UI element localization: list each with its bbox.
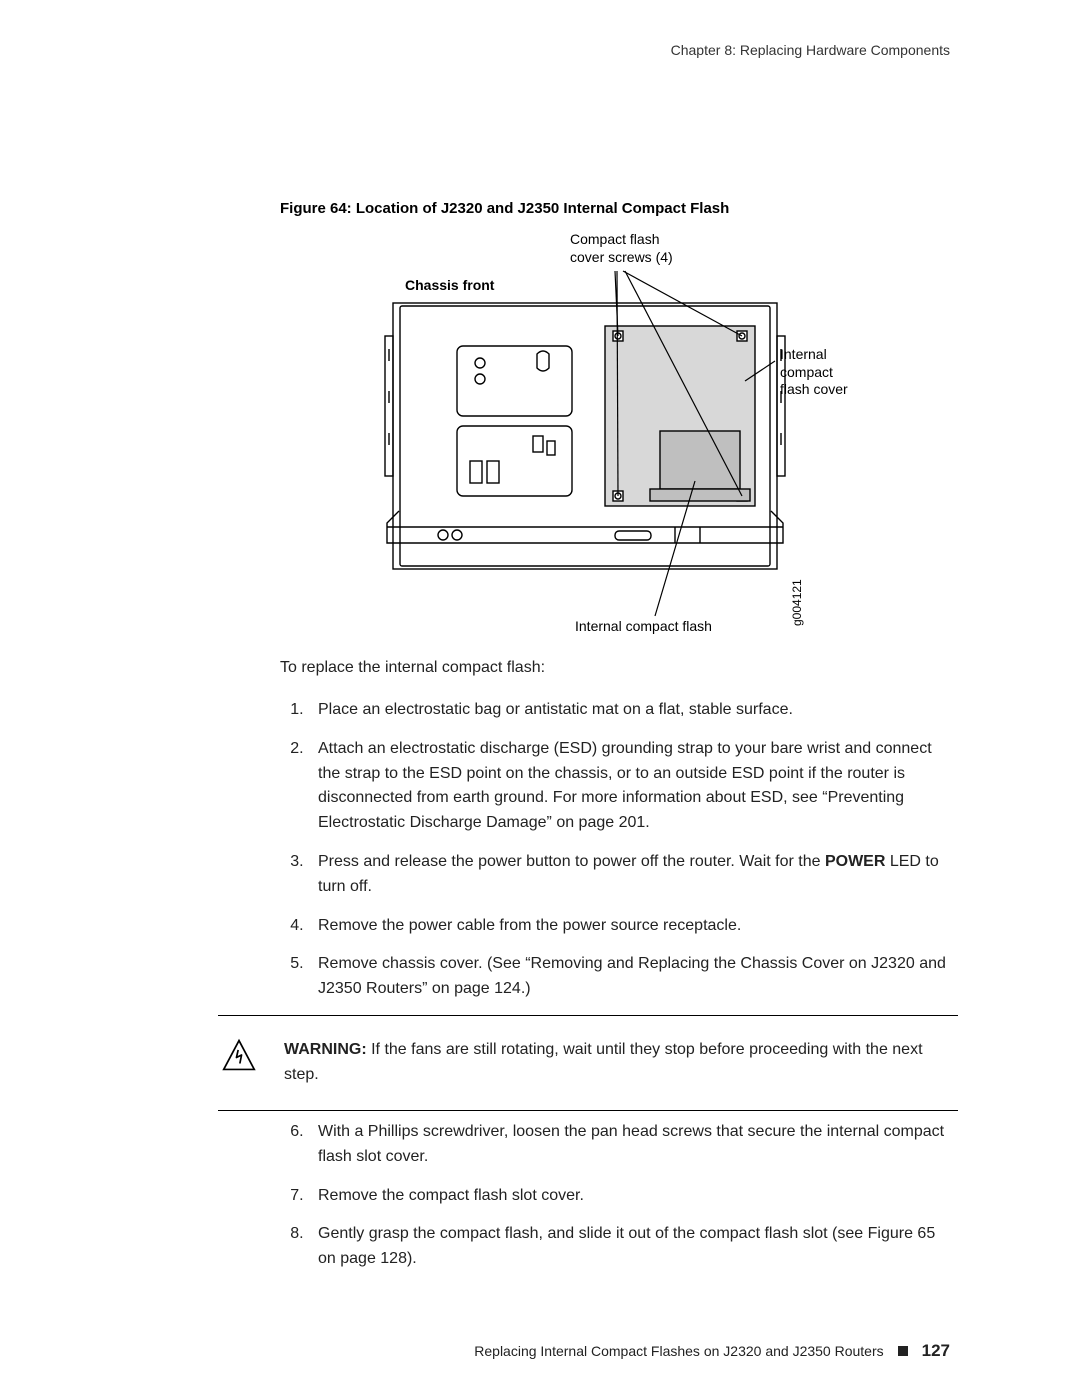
content-lower: With a Phillips screwdriver, loosen the … [280,1120,950,1286]
step-3-pre: Press and release the power button to po… [318,853,825,870]
figure-label-chassis-front: Chassis front [405,277,494,295]
main-content: Figure 64: Location of J2320 and J2350 I… [280,200,950,1016]
step-4: Remove the power cable from the power so… [308,914,950,939]
page-footer: Replacing Internal Compact Flashes on J2… [474,1341,950,1361]
figure-label-flash-cover-line2: compact [780,364,833,380]
figure-code: g004121 [790,579,805,626]
figure-label-cover-screws-line2: cover screws (4) [570,249,673,265]
figure-label-flash-cover-line1: Internal [780,346,827,362]
procedure-list-b: With a Phillips screwdriver, loosen the … [280,1120,950,1272]
footer-section: Replacing Internal Compact Flashes on J2… [474,1343,883,1359]
procedure-list-a: Place an electrostatic bag or antistatic… [280,698,950,1002]
step-1: Place an electrostatic bag or antistatic… [308,698,950,723]
chapter-header: Chapter 8: Replacing Hardware Components [671,42,950,58]
page-root: Chapter 8: Replacing Hardware Components… [0,0,1080,1397]
figure-caption: Figure 64: Location of J2320 and J2350 I… [280,200,950,217]
warning-label: WARNING: [284,1041,367,1058]
step-3-bold: POWER [825,853,885,870]
step-7: Remove the compact flash slot cover. [308,1184,950,1209]
footer-page-number: 127 [922,1341,950,1361]
figure-64: Chassis front Compact flash cover screws… [365,231,865,636]
step-5: Remove chassis cover. (See “Removing and… [308,952,950,1002]
step-6: With a Phillips screwdriver, loosen the … [308,1120,950,1170]
figure-label-cover-screws: Compact flash cover screws (4) [570,231,673,266]
step-8: Gently grasp the compact flash, and slid… [308,1222,950,1272]
figure-label-flash-cover: Internal compact flash cover [780,346,870,399]
figure-label-flash-cover-line3: flash cover [780,381,848,397]
warning-block: WARNING: If the fans are still rotating,… [218,1015,958,1111]
warning-icon [218,1038,284,1077]
warning-text: WARNING: If the fans are still rotating,… [284,1038,958,1088]
footer-square-icon [898,1346,908,1356]
figure-label-cover-screws-line1: Compact flash [570,231,659,247]
warning-body: If the fans are still rotating, wait unt… [284,1041,923,1083]
intro-text: To replace the internal compact flash: [280,656,950,680]
step-2: Attach an electrostatic discharge (ESD) … [308,737,950,836]
figure-label-internal-flash: Internal compact flash [575,618,712,636]
step-3: Press and release the power button to po… [308,850,950,900]
